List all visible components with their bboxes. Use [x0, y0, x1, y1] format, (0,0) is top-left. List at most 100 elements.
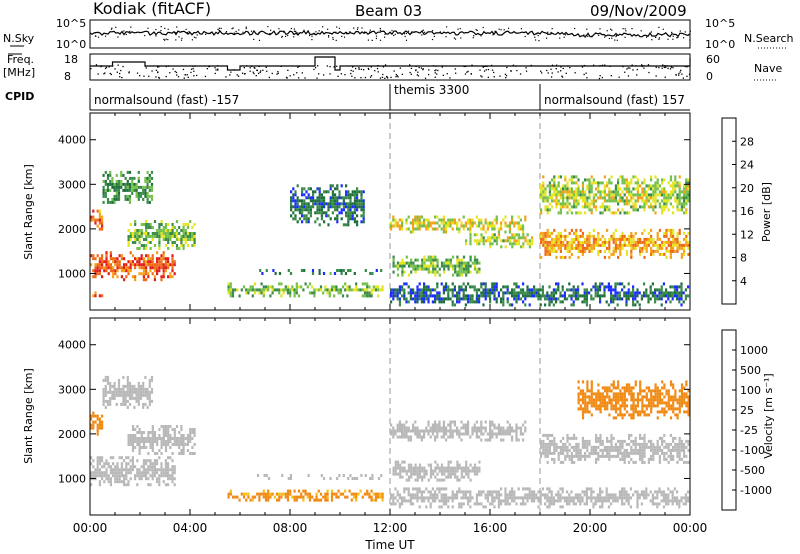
range-gate-cell [588, 291, 591, 295]
range-gate-cell [245, 492, 248, 496]
range-gate-cell [628, 451, 631, 455]
range-gate-cell [458, 258, 461, 262]
cpid-segment-3: normalsound (fast) 157 [544, 93, 685, 107]
range-gate-cell [596, 288, 599, 292]
range-gate-cell [307, 202, 310, 206]
range-gate-cell [634, 436, 637, 440]
range-gate-cell [360, 196, 363, 200]
range-gate-cell [577, 398, 580, 402]
range-gate-cell [423, 435, 426, 439]
range-gate-cell [451, 435, 454, 439]
range-gate-cell [603, 395, 607, 399]
nave-dot [680, 69, 682, 71]
range-gate-cell [619, 445, 622, 449]
range-gate-cell [568, 202, 571, 206]
range-gate-cell [500, 224, 503, 228]
nave-dot [168, 65, 170, 67]
range-gate-cell [131, 434, 135, 437]
range-gate-cell [608, 255, 611, 259]
range-gate-cell [533, 294, 536, 298]
range-gate-cell [581, 199, 584, 203]
range-gate-cell [171, 428, 174, 431]
range-gate-cell [189, 220, 192, 223]
range-gate-cell [531, 239, 534, 243]
range-gate-cell [173, 477, 176, 481]
range-gate-cell [126, 384, 129, 388]
range-gate-cell [162, 257, 165, 261]
range-gate-cell [597, 436, 600, 440]
range-gate-cell [658, 297, 661, 301]
range-gate-cell [650, 175, 653, 179]
range-gate-cell [672, 237, 675, 241]
range-gate-cell [562, 234, 565, 238]
range-gate-cell [473, 463, 477, 467]
range-gate-cell [458, 429, 461, 433]
range-gate-cell [361, 282, 364, 286]
range-gate-cell [136, 232, 139, 235]
range-gate-cell [407, 435, 410, 439]
range-gate-cell [656, 234, 659, 238]
range-gate-cell [478, 288, 481, 292]
range-gate-cell [489, 423, 492, 427]
range-gate-cell [542, 187, 545, 191]
range-gate-cell [331, 190, 334, 194]
range-gate-cell [169, 477, 172, 481]
nsearch-dot [336, 26, 338, 28]
range-gate-cell [451, 291, 454, 295]
range-gate-cell [656, 193, 659, 197]
range-gate-cell [535, 288, 538, 292]
range-gate-cell [401, 285, 404, 289]
nave-dot [329, 66, 331, 68]
range-gate-cell [125, 269, 128, 273]
range-gate-cell [542, 243, 545, 247]
nsearch-dot [258, 39, 261, 41]
range-gate-cell [590, 190, 593, 194]
range-gate-cell [575, 234, 578, 238]
range-gate-cell [314, 220, 317, 224]
range-gate-cell [599, 282, 602, 286]
range-gate-cell [573, 190, 576, 194]
range-gate-cell [109, 170, 112, 174]
range-gate-cell [508, 429, 511, 433]
range-gate-cell [139, 390, 143, 394]
range-gate-cell [456, 261, 459, 265]
nsearch-dot [328, 36, 330, 38]
range-gate-cell [506, 288, 509, 292]
nave-dot [418, 66, 420, 69]
range-gate-cell [307, 193, 310, 197]
nsearch-dot [403, 33, 406, 35]
range-gate-cell [579, 190, 582, 194]
range-gate-cell [544, 196, 547, 200]
range-gate-cell [581, 442, 584, 446]
range-gate-cell [158, 260, 161, 264]
range-gate-cell [164, 468, 167, 472]
nsearch-dot [285, 35, 287, 38]
range-gate-cell [528, 242, 531, 246]
range-gate-cell [180, 244, 183, 247]
range-gate-cell [149, 443, 152, 446]
range-gate-cell [128, 182, 132, 186]
nave-dot [377, 71, 379, 73]
range-gate-cell [191, 428, 194, 431]
range-gate-cell [537, 291, 540, 295]
range-gate-cell [588, 205, 591, 209]
nsearch-dot [424, 31, 426, 33]
range-gate-cell [124, 390, 127, 394]
range-gate-cell [445, 282, 448, 286]
range-gate-cell [484, 288, 487, 292]
range-gate-cell [553, 175, 556, 179]
range-gate-cell [674, 445, 677, 449]
nave-dot [108, 66, 110, 68]
range-gate-cell [156, 477, 159, 481]
range-gate-cell [345, 205, 348, 209]
range-gate-cell [465, 270, 468, 274]
range-gate-cell [349, 196, 352, 200]
range-gate-cell [513, 429, 516, 433]
nave-dot [367, 67, 369, 70]
range-gate-cell [489, 297, 492, 301]
range-gate-cell [484, 221, 487, 225]
range-gate-cell [146, 194, 149, 198]
range-gate-cell [147, 254, 150, 258]
range-gate-cell [480, 227, 483, 231]
range-gate-cell [603, 205, 606, 209]
